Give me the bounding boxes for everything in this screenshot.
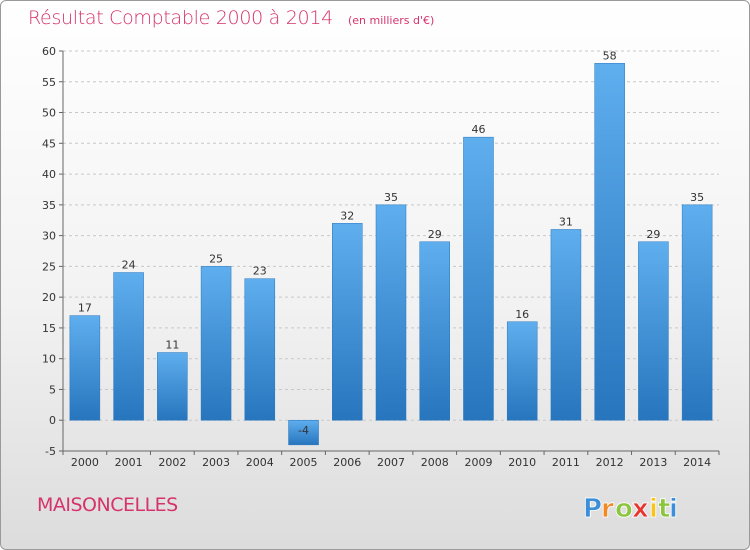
x-tick-label-2003: 2003 (202, 456, 230, 469)
chart-subtitle: (en milliers d'€) (347, 14, 435, 27)
y-tick-label: 0 (49, 414, 56, 427)
data-label-2005: -4 (298, 424, 309, 437)
data-label-2001: 24 (122, 259, 136, 272)
logo-letter: o (615, 494, 633, 524)
logo-letter: t (658, 494, 670, 524)
data-label-2014: 35 (690, 191, 704, 204)
bar-2014 (681, 204, 713, 421)
y-tick-label: 50 (42, 107, 56, 120)
data-label-2004: 23 (253, 265, 267, 278)
x-tick-label-2009: 2009 (464, 456, 492, 469)
x-tick-label-2011: 2011 (552, 456, 580, 469)
data-label-2010: 16 (515, 308, 529, 321)
y-tick-label: 10 (42, 353, 56, 366)
x-tick-label-2007: 2007 (377, 456, 405, 469)
x-tick-label-2000: 2000 (71, 456, 99, 469)
data-label-2002: 11 (165, 339, 179, 352)
x-tick-label-2014: 2014 (683, 456, 711, 469)
bar-2009 (463, 136, 494, 421)
x-tick-label-2005: 2005 (290, 456, 318, 469)
data-label-2011: 31 (559, 215, 573, 228)
label-layer: 17 24 11 25 23 -4 32 35 29 46 16 31 58 29 35 (78, 49, 704, 437)
data-label-2007: 35 (384, 191, 398, 204)
place-name: MAISONCELLES (37, 494, 178, 516)
x-tick-label-2004: 2004 (246, 456, 274, 469)
bar-2000 (69, 315, 101, 421)
data-label-2013: 29 (646, 228, 660, 241)
logo-letter: i (669, 494, 678, 524)
logo-letter: r (601, 494, 614, 524)
x-tick-label-2010: 2010 (508, 456, 536, 469)
x-tick-label-2001: 2001 (115, 456, 143, 469)
x-tick-label-2012: 2012 (596, 456, 624, 469)
y-tick-label: 35 (42, 199, 56, 212)
y-tick-label: 15 (42, 322, 56, 335)
x-tick-label-2008: 2008 (421, 456, 449, 469)
bar-2006 (332, 223, 363, 421)
x-tick-label-2002: 2002 (158, 456, 186, 469)
bar-2003 (200, 266, 232, 421)
bar-2011 (550, 229, 582, 421)
bar-2013 (638, 241, 669, 421)
data-label-2003: 25 (209, 252, 223, 265)
x-tick-label-2013: 2013 (639, 456, 667, 469)
chart-title: Résultat Comptable 2000 à 2014 (28, 7, 333, 29)
data-label-2008: 29 (428, 228, 442, 241)
y-tick-label: 5 (49, 383, 56, 396)
logo-letter: P (583, 494, 602, 524)
y-tick-label: 45 (42, 137, 56, 150)
data-label-2006: 32 (340, 209, 354, 222)
y-tick-label: 60 (42, 45, 56, 58)
y-tick-label: 25 (42, 260, 56, 273)
y-tick-label: 20 (42, 291, 56, 304)
bar-layer (69, 63, 713, 446)
bar-2007 (375, 204, 407, 421)
data-label-2000: 17 (78, 302, 92, 315)
bar-2012 (594, 63, 625, 421)
axis-layer: -5 0 5 10 15 20 25 30 35 40 45 50 55 60 2000 2001 2002 20… (42, 45, 720, 469)
bar-2008 (419, 241, 450, 421)
bar-2010 (506, 321, 538, 421)
y-tick-label: -5 (45, 445, 56, 458)
y-tick-label: 55 (42, 76, 56, 89)
chart-title-block: Résultat Comptable 2000 à 2014 (en milli… (28, 7, 434, 29)
y-tick-label: 30 (42, 230, 56, 243)
data-label-2009: 46 (471, 123, 485, 136)
proxiti-logo: Pr o x i ti (583, 494, 679, 525)
bar-2001 (113, 272, 144, 421)
data-label-2012: 58 (603, 49, 617, 62)
x-tick-label-2006: 2006 (333, 456, 361, 469)
logo-letter: x (632, 494, 649, 524)
logo-letter: i (649, 494, 658, 524)
bar-2004 (244, 278, 276, 421)
bar-2002 (157, 352, 188, 421)
y-tick-label: 40 (42, 168, 56, 181)
bar-2005 (288, 419, 319, 446)
